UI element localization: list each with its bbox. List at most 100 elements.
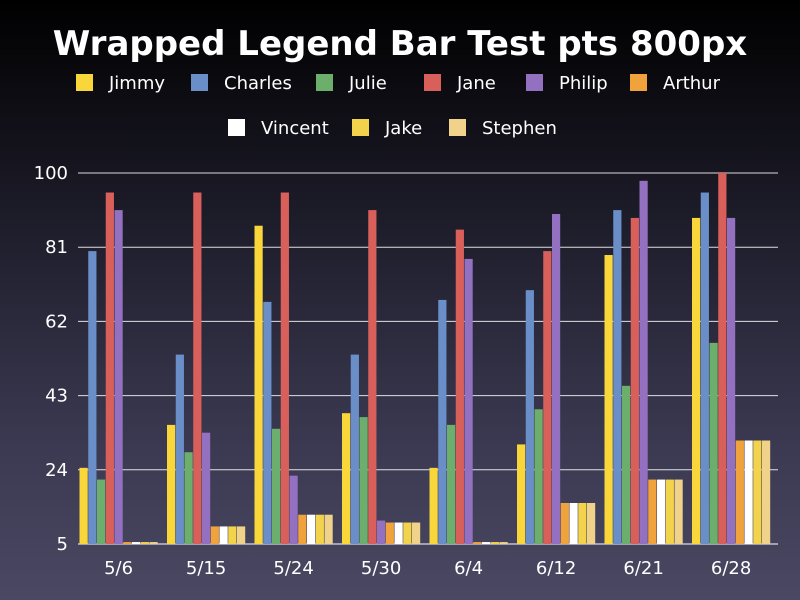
bar-philip-5-30 — [377, 520, 386, 544]
y-tick-label-43: 43 — [45, 386, 68, 407]
bar-philip-5-24 — [289, 475, 298, 544]
bar-arthur-5-15 — [210, 526, 219, 544]
bar-jimmy-6-28 — [692, 217, 701, 544]
bar-charles-6-21 — [613, 210, 622, 544]
bar-jake-6-28 — [753, 440, 762, 544]
bar-vincent-6-12 — [569, 502, 578, 544]
legend-item-jake: Jake — [352, 118, 422, 139]
legend-label-vincent: Vincent — [261, 118, 329, 139]
bar-jane-5-24 — [280, 192, 289, 545]
bar-vincent-5-24 — [307, 514, 316, 544]
x-axis-ticks: 5/6 5/15 5/24 5/30 6/4 6/12 6/21 6/28 — [104, 558, 751, 579]
legend-swatch-charles — [191, 74, 208, 91]
bar-jake-5-30 — [403, 522, 412, 544]
bar-julie-5-24 — [272, 428, 281, 544]
bar-julie-6-4 — [447, 424, 456, 544]
bar-julie-6-12 — [534, 409, 543, 544]
legend-swatch-jane — [424, 74, 441, 91]
x-tick-label-6-4: 6/4 — [454, 558, 483, 579]
y-tick-label-62: 62 — [45, 311, 68, 332]
bar-philip-6-4 — [464, 258, 473, 544]
y-tick-label-5: 5 — [57, 534, 68, 555]
bar-philip-5-15 — [202, 432, 211, 544]
legend-label-stephen: Stephen — [482, 118, 557, 139]
bar-jake-5-6 — [140, 542, 149, 544]
bar-charles-6-28 — [700, 192, 709, 545]
bar-arthur-6-21 — [648, 479, 657, 544]
legend-item-jimmy: Jimmy — [76, 73, 165, 94]
legend-label-jake: Jake — [384, 118, 422, 139]
y-tick-label-100: 100 — [34, 163, 68, 184]
legend-swatch-julie — [316, 74, 333, 91]
bar-jane-5-6 — [105, 192, 114, 545]
bar-jimmy-5-30 — [342, 413, 351, 544]
x-tick-label-5-24: 5/24 — [273, 558, 313, 579]
legend-label-philip: Philip — [559, 73, 608, 94]
x-tick-label-6-21: 6/21 — [623, 558, 663, 579]
x-tick-label-5-6: 5/6 — [104, 558, 133, 579]
legend: Jimmy Charles Julie Jane Philip Arthur Vincent… — [76, 73, 721, 139]
bar-jimmy-6-12 — [517, 444, 526, 544]
bar-arthur-5-6 — [123, 542, 132, 544]
legend-label-charles: Charles — [224, 73, 292, 94]
bar-philip-5-6 — [114, 210, 123, 544]
bar-vincent-5-6 — [132, 542, 141, 544]
legend-swatch-stephen — [449, 119, 466, 136]
bar-stephen-6-4 — [499, 542, 508, 544]
bar-vincent-6-4 — [482, 542, 491, 544]
bar-vincent-5-15 — [219, 526, 228, 544]
y-tick-label-81: 81 — [45, 237, 68, 258]
bar-charles-5-15 — [175, 354, 184, 544]
bar-arthur-6-28 — [735, 440, 744, 544]
chart-title: Wrapped Legend Bar Test pts 800px — [53, 24, 748, 64]
legend-item-vincent: Vincent — [228, 118, 329, 139]
bar-stephen-6-12 — [587, 502, 596, 544]
bar-jimmy-6-4 — [429, 467, 438, 544]
legend-item-stephen: Stephen — [449, 118, 557, 139]
bar-stephen-5-6 — [149, 542, 158, 544]
bar-julie-5-6 — [97, 479, 106, 544]
bar-vincent-6-28 — [744, 440, 753, 544]
bar-jane-5-15 — [193, 192, 202, 545]
bar-arthur-5-30 — [385, 522, 394, 544]
bar-julie-5-30 — [359, 417, 368, 544]
bar-jane-5-30 — [368, 210, 377, 544]
bar-jake-5-24 — [315, 514, 324, 544]
bar-jane-6-4 — [455, 229, 464, 544]
y-axis-ticks: 5 24 43 62 81 100 — [34, 163, 68, 555]
legend-swatch-vincent — [228, 119, 245, 136]
bar-stephen-5-15 — [237, 526, 246, 544]
legend-item-philip: Philip — [526, 73, 608, 94]
bar-charles-5-30 — [350, 354, 359, 544]
bar-jane-6-12 — [543, 251, 552, 544]
legend-swatch-jimmy — [76, 74, 93, 91]
bar-arthur-6-12 — [560, 502, 569, 544]
bar-stephen-6-28 — [762, 440, 771, 544]
legend-swatch-jake — [352, 119, 369, 136]
bar-julie-5-15 — [184, 452, 193, 544]
legend-item-charles: Charles — [191, 73, 292, 94]
legend-label-jimmy: Jimmy — [108, 73, 165, 94]
bar-philip-6-12 — [552, 214, 561, 545]
legend-item-arthur: Arthur — [630, 73, 721, 94]
legend-label-arthur: Arthur — [663, 73, 721, 94]
bar-julie-6-21 — [622, 385, 631, 544]
bar-charles-6-12 — [525, 290, 534, 544]
legend-label-jane: Jane — [456, 73, 496, 94]
bar-stephen-5-30 — [412, 522, 421, 544]
legend-item-jane: Jane — [424, 73, 496, 94]
bar-arthur-6-4 — [473, 542, 482, 544]
x-tick-label-5-15: 5/15 — [186, 558, 226, 579]
bar-vincent-5-30 — [394, 522, 403, 544]
legend-swatch-arthur — [630, 74, 647, 91]
y-tick-label-24: 24 — [45, 460, 68, 481]
bar-jake-6-12 — [578, 502, 587, 544]
bars — [79, 173, 771, 545]
legend-item-julie: Julie — [316, 73, 387, 94]
bar-philip-6-28 — [727, 217, 736, 544]
bar-jake-6-21 — [665, 479, 674, 544]
x-tick-label-6-28: 6/28 — [711, 558, 751, 579]
bar-philip-6-21 — [639, 180, 648, 544]
bar-jake-6-4 — [490, 542, 499, 544]
